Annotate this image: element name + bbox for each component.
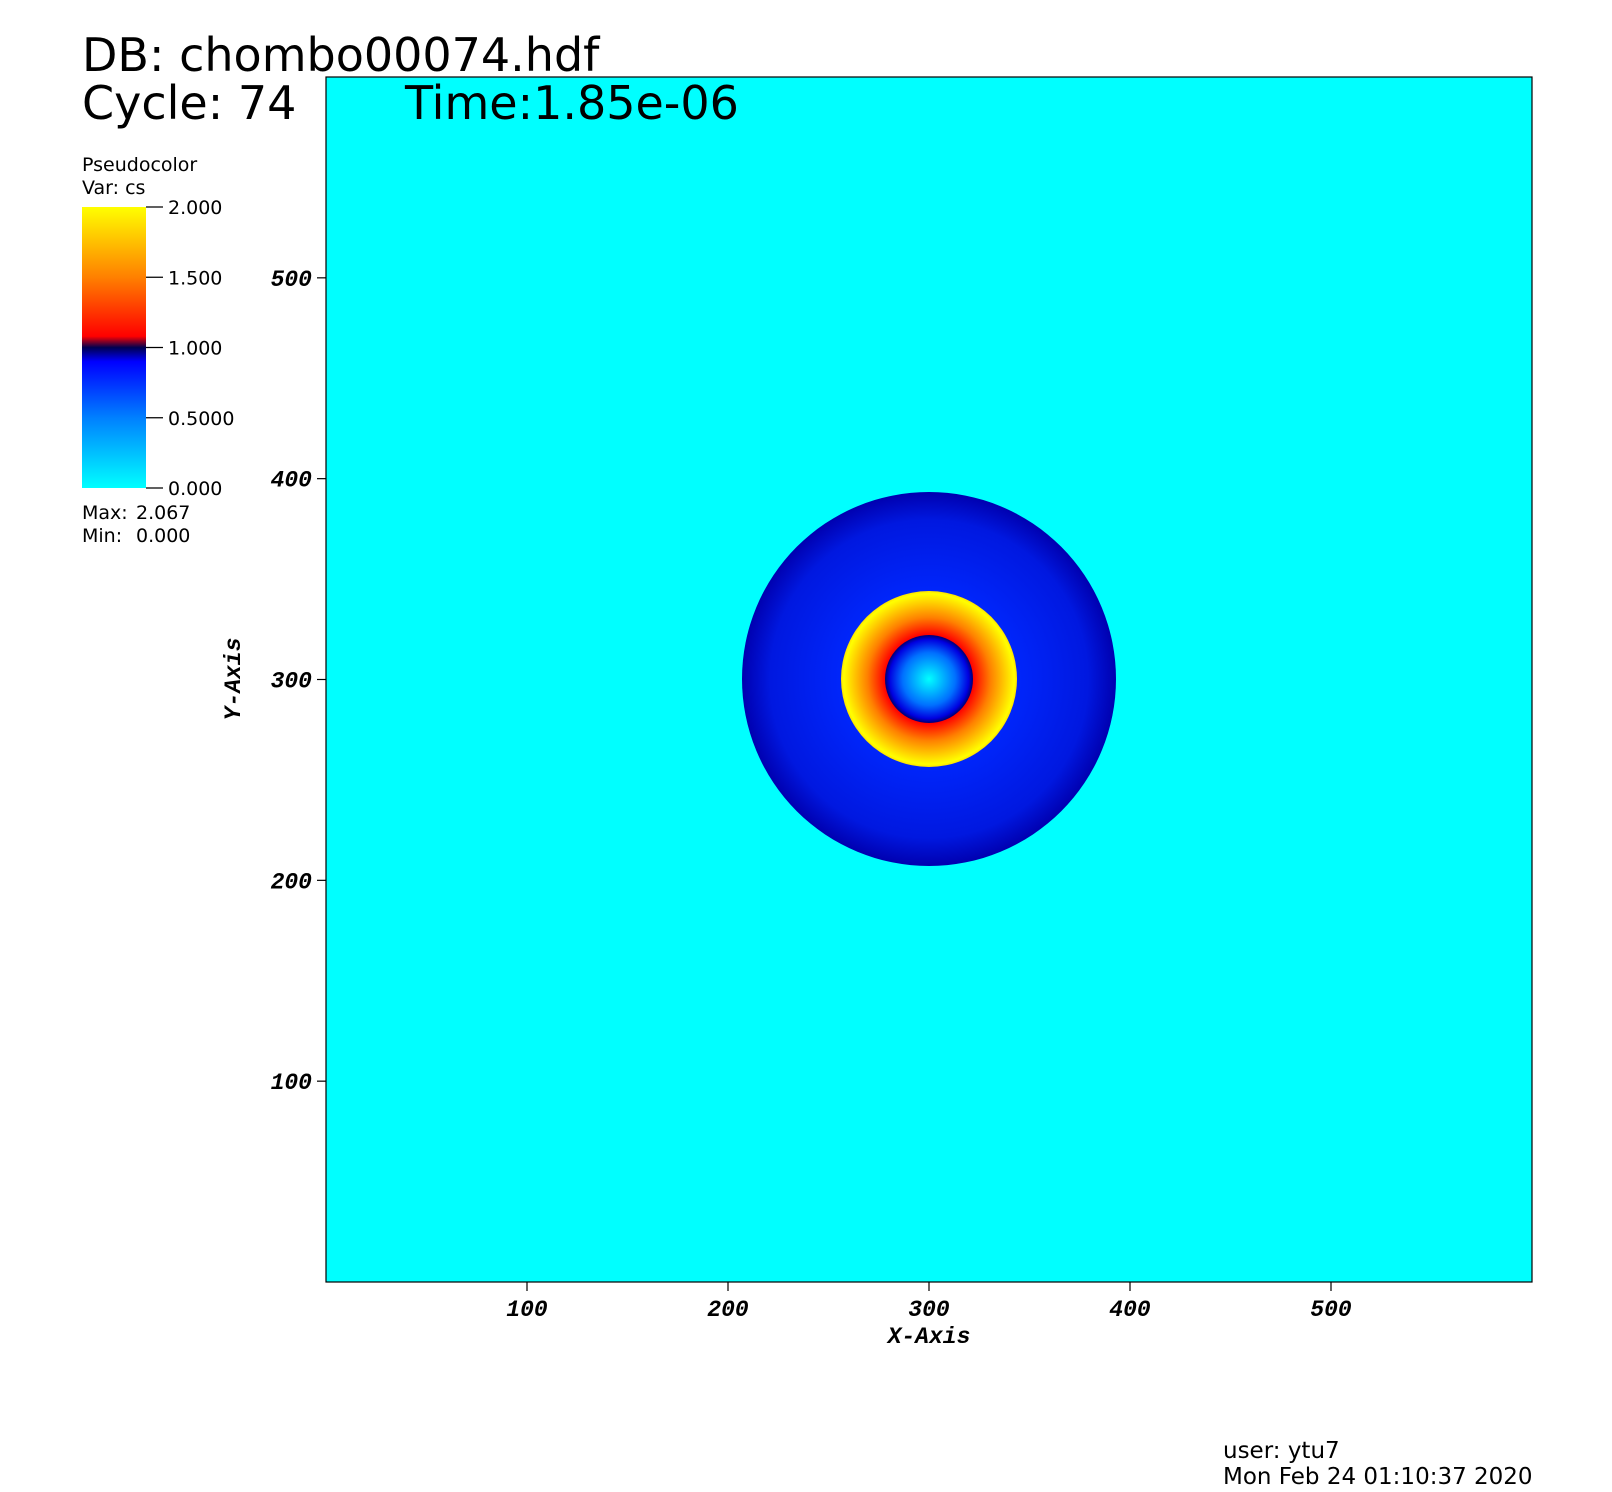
x-tick-label: 400 (1109, 1297, 1151, 1323)
x-tick-label: 200 (707, 1297, 749, 1323)
x-tick-label: 100 (506, 1297, 548, 1323)
y-tick-label: 100 (271, 1070, 313, 1096)
x-tick-label: 500 (1310, 1297, 1352, 1323)
max-text: Max: (82, 502, 128, 524)
colorbar-tick-label: 1.500 (168, 267, 222, 289)
x-axis-label: X-Axis (886, 1324, 971, 1350)
core (885, 635, 973, 723)
time: Time:1.85e-06 (404, 76, 739, 130)
x-tick-label: 300 (908, 1297, 950, 1323)
colorbar-tick-label: 0.5000 (168, 408, 234, 430)
min-text: Min: (82, 525, 122, 547)
colorbar-tick-label: 0.000 (168, 478, 222, 500)
y-tick-label: 200 (271, 869, 313, 895)
legend-title: Pseudocolor (82, 154, 197, 176)
colorbar (82, 207, 146, 488)
user: user: ytu7 (1223, 1438, 1340, 1464)
max-value: 2.067 (136, 502, 190, 524)
y-axis-label: Y-Axis (221, 638, 247, 721)
colorbar-tick-label: 2.000 (168, 197, 222, 219)
y-tick-label: 300 (271, 669, 313, 695)
min-value: 0.000 (136, 525, 190, 547)
legend-variable: Var: cs (82, 177, 145, 199)
date: Mon Feb 24 01:10:37 2020 (1223, 1464, 1533, 1490)
colorbar-tick-label: 1.000 (168, 338, 222, 360)
cycle: Cycle: 74 (82, 76, 296, 130)
database: DB: chombo00074.hdf (82, 28, 601, 82)
y-tick-label: 500 (271, 267, 313, 293)
y-tick-label: 400 (271, 468, 313, 494)
